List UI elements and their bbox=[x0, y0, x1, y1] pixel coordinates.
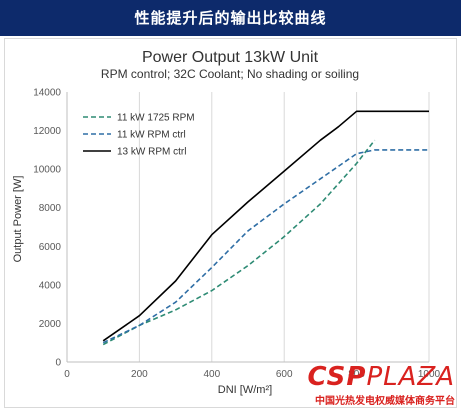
page-header: 性能提升后的输出比较曲线 bbox=[0, 0, 461, 36]
x-tick-label: 800 bbox=[348, 369, 365, 380]
x-tick-label: 600 bbox=[276, 369, 293, 380]
x-tick-label: 200 bbox=[131, 369, 148, 380]
legend-label-1: 11 kW 1725 RPM bbox=[117, 113, 195, 124]
chart-axes: 0 200 400 600 800 100002000400060008000100001… bbox=[33, 88, 440, 381]
chart-frame: Power Output 13kW Unit RPM control; 32C … bbox=[4, 38, 457, 408]
series-line-2 bbox=[102, 149, 429, 344]
y-tick-label: 8000 bbox=[39, 203, 62, 214]
y-tick-label: 2000 bbox=[39, 319, 62, 330]
y-axis-label: Output Power [W] bbox=[12, 176, 24, 263]
legend-label-2: 11 kW RPM ctrl bbox=[117, 130, 186, 141]
chart-legend: 11 kW 1725 RPM 11 kW RPM ctrl 13 kW RPM ct… bbox=[83, 113, 195, 158]
chart-grid bbox=[138, 92, 430, 362]
chart-series bbox=[102, 110, 429, 346]
chart-svg: Power Output 13kW Unit RPM control; 32C … bbox=[12, 49, 441, 396]
x-axis-label: DNI [W/m²] bbox=[218, 384, 272, 396]
chart-subtitle: RPM control; 32C Coolant; No shading or … bbox=[101, 67, 359, 81]
header-title: 性能提升后的输出比较曲线 bbox=[134, 9, 327, 27]
y-tick-label: 6000 bbox=[39, 242, 62, 253]
watermark-logo: CSPPLAZA bbox=[308, 364, 456, 390]
y-tick-label: 10000 bbox=[33, 165, 61, 176]
watermark-logo-main: CSP bbox=[307, 362, 367, 392]
series-line-3 bbox=[102, 110, 429, 342]
y-tick-label: 12000 bbox=[33, 126, 61, 137]
watermark-tagline: 中国光热发电权威媒体商务平台 bbox=[315, 396, 455, 407]
y-tick-label: 14000 bbox=[33, 88, 61, 99]
x-tick-label: 400 bbox=[203, 369, 220, 380]
watermark: CSPPLAZA 中国光热发电权威媒体商务平台 bbox=[308, 364, 456, 407]
y-tick-label: 4000 bbox=[39, 280, 62, 291]
watermark-logo-sub: PLAZA bbox=[366, 362, 455, 392]
chart-title: Power Output 13kW Unit bbox=[142, 49, 319, 66]
series-line-1 bbox=[102, 139, 376, 346]
legend-label-3: 13 kW RPM ctrl bbox=[117, 147, 186, 158]
x-tick-label: 0 bbox=[64, 369, 70, 380]
y-tick-label: 0 bbox=[55, 358, 61, 369]
x-tick-label: 1000 bbox=[418, 369, 441, 380]
